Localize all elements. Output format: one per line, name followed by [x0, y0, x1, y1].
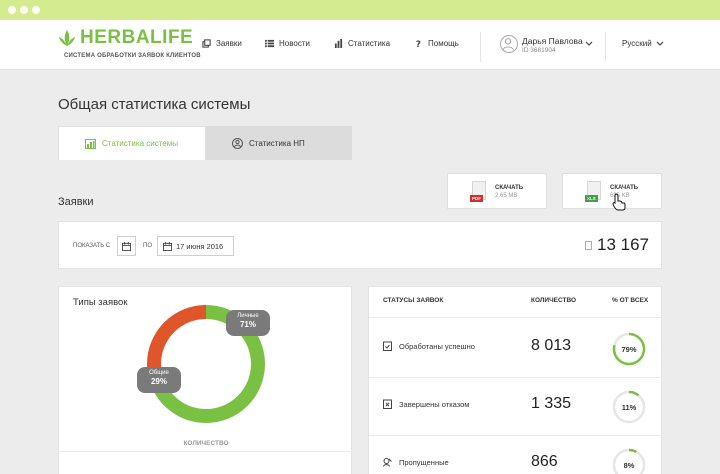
file-type-badge: XLS: [585, 195, 598, 202]
status-name: Завершены отказом: [399, 400, 470, 409]
download-xls-button[interactable]: XLS СКАЧАТЬ 635 KB: [562, 173, 662, 209]
status-name: Пропущенные: [399, 458, 449, 467]
from-date-picker[interactable]: [117, 236, 136, 256]
clipboard-x-icon: [383, 399, 392, 409]
missed-icon: [383, 458, 392, 467]
status-percent: 8%: [623, 461, 635, 470]
request-types-panel: Типы заявок Личные 71% Общие 29% КОЛИЧЕС…: [58, 286, 353, 474]
calendar-icon: [163, 242, 172, 251]
divider: [369, 377, 663, 378]
to-label: ПО: [143, 243, 152, 249]
percent-ring: [612, 448, 646, 474]
donut-segment-1[interactable]: [147, 305, 265, 423]
chevron-down-icon[interactable]: [656, 41, 664, 47]
tab-np-stats[interactable]: Статистика НП: [206, 126, 352, 160]
nav-label: Статистика: [348, 39, 391, 48]
segment-percent: 29%: [150, 377, 167, 386]
svg-text:?: ?: [416, 40, 421, 48]
status-name: Обработаны успешно: [399, 342, 475, 351]
status-count: 8 013: [531, 337, 572, 354]
panel-title: Типы заявок: [73, 297, 128, 308]
user-icon: [502, 38, 514, 51]
segment-percent: 71%: [239, 320, 256, 329]
status-percent: 79%: [621, 345, 637, 354]
status-count: 866: [531, 453, 558, 470]
download-label: СКАЧАТЬ: [610, 185, 639, 191]
header-divider: [480, 32, 481, 62]
request-status-panel: СТАТУСЫ ЗАЯВОК КОЛИЧЕСТВО % ОТ ВСЕХ Обра…: [368, 286, 663, 474]
header-divider: [605, 32, 606, 62]
column-header-status: СТАТУСЫ ЗАЯВОК: [383, 297, 444, 304]
nav-item-statistics[interactable]: Статистика: [334, 39, 390, 48]
nav-label: Заявки: [216, 39, 242, 48]
percent-ring: [612, 332, 646, 366]
list-icon: [265, 39, 274, 48]
download-label: СКАЧАТЬ: [495, 185, 524, 191]
nav-item-news[interactable]: Новости: [265, 39, 310, 48]
tab-label: Статистика системы: [102, 139, 178, 148]
file-type-badge: PDF: [470, 195, 483, 202]
section-title: Заявки: [58, 196, 94, 208]
nav-item-requests[interactable]: Заявки: [202, 39, 242, 48]
nav-item-help[interactable]: ? Помощь: [414, 39, 459, 48]
status-count: 1 335: [531, 395, 572, 412]
quantity-label: КОЛИЧЕСТВО: [183, 440, 229, 447]
donut-label-general: Общие 29%: [137, 367, 181, 393]
nav-label: Новости: [279, 39, 310, 48]
to-date-value: 17 июня 2016: [176, 242, 224, 251]
brand-tagline: СИСТЕМА ОБРАБОТКИ ЗАЯВОК КЛИЕНТОВ: [64, 53, 201, 59]
nav-label: Помощь: [428, 39, 459, 48]
clipboard-check-icon: [383, 341, 392, 351]
date-filter-panel: ПОКАЗАТЬ С ПО 17 июня 2016 13 167: [58, 221, 662, 269]
question-icon: ?: [416, 40, 421, 48]
copy-icon: [202, 39, 211, 48]
donut-label-personal: Личные 71%: [226, 310, 270, 336]
percent-ring: [612, 390, 646, 424]
column-header-percent: % ОТ ВСЕХ: [612, 297, 649, 304]
download-pdf-button[interactable]: PDF СКАЧАТЬ 2.65 MB: [447, 173, 547, 209]
bar-chart-icon: [334, 39, 343, 48]
segment-name: Общие: [149, 370, 169, 376]
browser-chrome: [0, 0, 720, 20]
window-dot[interactable]: [8, 6, 16, 14]
column-header-count: КОЛИЧЕСТВО: [531, 297, 577, 304]
window-dot[interactable]: [32, 6, 40, 14]
donut-chart: [147, 305, 265, 423]
user-name[interactable]: Дарья Павлова: [522, 36, 583, 46]
divider: [59, 451, 353, 452]
language-selector[interactable]: Русский: [622, 39, 652, 48]
document-icon: [585, 241, 592, 250]
hand-cursor-icon: [612, 193, 626, 211]
chart-icon: [85, 138, 96, 149]
divider: [369, 435, 663, 436]
divider: [369, 317, 663, 318]
total-count: 13 167: [597, 235, 649, 254]
brand-name: HERBALIFE: [80, 27, 194, 48]
page-title: Общая статистика системы: [58, 96, 251, 113]
calendar-icon: [122, 242, 131, 251]
chevron-down-icon[interactable]: [585, 41, 593, 47]
leaf-logo-icon: [59, 30, 75, 46]
user-avatar[interactable]: [500, 35, 518, 53]
person-icon: [232, 137, 243, 149]
from-label: ПОКАЗАТЬ С: [73, 243, 111, 249]
tab-system-stats[interactable]: Статистика системы: [58, 126, 206, 160]
user-id: ID 3681904: [522, 47, 556, 54]
top-header: HERBALIFE СИСТЕМА ОБРАБОТКИ ЗАЯВОК КЛИЕН…: [0, 20, 720, 70]
segment-name: Личные: [237, 313, 259, 319]
tab-label: Статистика НП: [249, 138, 305, 148]
window-dot[interactable]: [20, 6, 28, 14]
file-size: 635 KB: [610, 193, 630, 199]
file-size: 2.65 MB: [495, 193, 518, 199]
to-date-picker[interactable]: 17 июня 2016: [157, 236, 234, 256]
status-percent: 11%: [621, 403, 637, 412]
